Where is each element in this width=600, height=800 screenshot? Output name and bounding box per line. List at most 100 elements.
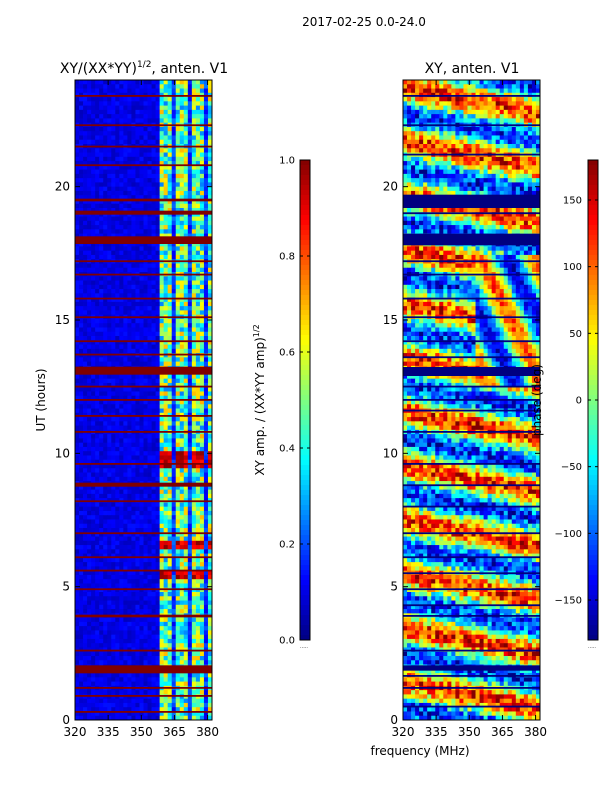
heatmap-cell	[187, 540, 193, 546]
heatmap-cell	[167, 318, 173, 324]
heatmap-cell	[79, 327, 84, 333]
heatmap-cell	[167, 540, 173, 546]
heatmap-cell	[187, 126, 193, 132]
heatmap-cell	[91, 459, 96, 465]
heatmap-cell	[119, 156, 124, 162]
heatmap-cell	[139, 506, 144, 512]
heatmap-cell	[111, 660, 116, 665]
heatmap-cell	[203, 387, 209, 392]
heatmap-cell	[107, 451, 112, 456]
heatmap-cell	[83, 361, 88, 367]
heatmap-cell	[95, 553, 100, 559]
heatmap-cell	[127, 331, 132, 337]
heatmap-cell	[171, 225, 177, 230]
heatmap-cell	[99, 246, 104, 252]
heatmap-cell	[143, 208, 148, 213]
heatmap-cell	[135, 395, 140, 401]
heatmap-cell	[135, 400, 140, 405]
heatmap-cell	[191, 246, 197, 252]
heatmap-cell	[119, 109, 124, 115]
heatmap-cell	[87, 297, 92, 303]
heatmap-cell	[155, 148, 161, 153]
heatmap-cell	[207, 468, 213, 473]
heatmap-cell	[83, 84, 88, 89]
heatmap-cell	[75, 404, 80, 409]
heatmap-cell	[75, 566, 80, 572]
heatmap-cell	[155, 690, 161, 695]
heatmap-cell	[127, 656, 132, 661]
heatmap-cell	[147, 404, 152, 409]
heatmap-cell	[171, 152, 177, 158]
heatmap-cell	[91, 178, 96, 183]
heatmap-cell	[111, 80, 116, 85]
heatmap-cell	[127, 80, 132, 85]
heatmap-cell	[195, 395, 201, 401]
heatmap-cell	[151, 698, 156, 704]
heatmap-cell	[135, 489, 140, 495]
heatmap-cell	[159, 101, 165, 106]
heatmap-cell	[79, 549, 84, 554]
heatmap-cell	[175, 417, 181, 422]
heatmap-cell	[91, 455, 96, 461]
heatmap-cell	[151, 438, 156, 444]
heatmap-cell	[163, 451, 169, 456]
heatmap-cell	[203, 378, 209, 384]
heatmap-cell	[79, 536, 84, 542]
heatmap-cell	[91, 173, 96, 179]
heatmap-cell	[119, 135, 124, 141]
heatmap-cell	[163, 702, 169, 708]
heatmap-cell	[111, 195, 116, 200]
heatmap-cell	[163, 442, 169, 448]
heatmap-cell	[91, 523, 96, 529]
heatmap-cell	[79, 105, 84, 111]
heatmap-cell	[95, 161, 100, 166]
heatmap-cell	[171, 510, 177, 516]
heatmap-cell	[123, 178, 128, 183]
heatmap-cell	[203, 510, 209, 516]
heatmap-cell	[135, 506, 140, 512]
heatmap-cell	[103, 446, 108, 452]
heatmap-cell	[111, 105, 116, 111]
heatmap-cell	[167, 476, 173, 482]
heatmap-cell	[139, 609, 144, 614]
heatmap-cell	[187, 254, 193, 260]
heatmap-cell	[99, 557, 104, 563]
heatmap-cell	[91, 126, 96, 132]
heatmap-cell	[139, 374, 144, 380]
heatmap-cell	[99, 438, 104, 444]
heatmap-cell	[187, 510, 193, 516]
heatmap-cell	[115, 702, 120, 708]
heatmap-cell	[135, 442, 140, 448]
heatmap-cell	[139, 690, 144, 695]
heatmap-cell	[187, 84, 193, 89]
heatmap-cell	[107, 562, 112, 567]
heatmap-cell	[159, 404, 165, 409]
heatmap-cell	[123, 673, 128, 678]
heatmap-cell	[127, 165, 132, 170]
heatmap-cell	[135, 417, 140, 422]
heatmap-cell	[127, 634, 132, 640]
heatmap-cell	[167, 553, 173, 559]
heatmap-cell	[191, 114, 197, 119]
heatmap-cell	[107, 583, 112, 589]
heatmap-cell	[123, 476, 128, 482]
heatmap-cell	[135, 643, 140, 648]
heatmap-cell	[87, 246, 92, 252]
heatmap-cell	[79, 148, 84, 153]
heatmap-cell	[83, 549, 88, 554]
heatmap-cell	[163, 84, 169, 89]
heatmap-cell	[123, 638, 128, 644]
heatmap-cell	[135, 404, 140, 409]
heatmap-cell	[139, 156, 144, 162]
heatmap-cell	[83, 604, 88, 610]
heatmap-cell	[95, 152, 100, 158]
heatmap-cell	[155, 225, 161, 230]
heatmap-cell	[203, 690, 209, 695]
heatmap-cell	[191, 425, 197, 431]
heatmap-cell	[207, 600, 213, 606]
heatmap-cell	[115, 643, 120, 648]
heatmap-cell	[151, 148, 156, 153]
heatmap-cell	[187, 446, 193, 452]
heatmap-cell	[79, 621, 84, 627]
heatmap-cell	[115, 442, 120, 448]
